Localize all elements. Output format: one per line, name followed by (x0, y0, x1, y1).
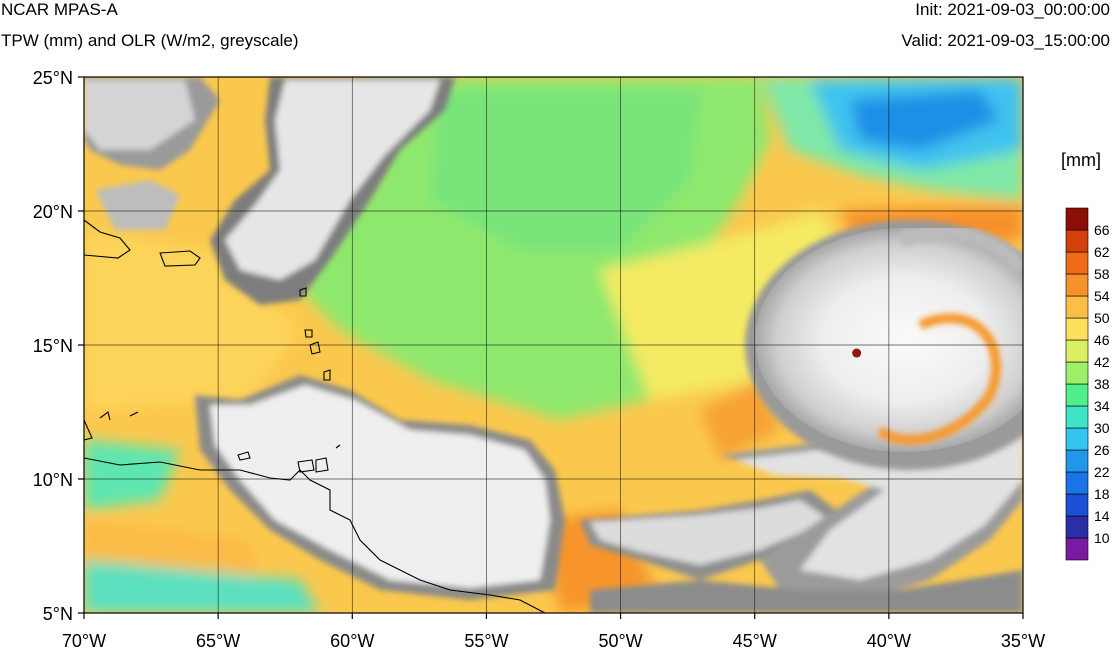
colorbar-swatch (1065, 339, 1089, 363)
colorbar-level-label: 58 (1094, 266, 1110, 282)
colorbar-level-label: 14 (1094, 508, 1110, 524)
model-title: NCAR MPAS-A (1, 0, 118, 19)
tick-label-lat: 10°N (33, 470, 73, 490)
colorbar-swatch (1065, 361, 1089, 385)
colorbar-swatch (1065, 449, 1089, 473)
colorbar-swatch (1065, 295, 1089, 319)
colorbar-level-label: 42 (1094, 354, 1110, 370)
colorbar-swatch (1065, 493, 1089, 517)
tick-label-lon: 55°W (464, 631, 508, 651)
colorbar-swatch (1065, 537, 1089, 561)
hurricane-eye-marker (852, 348, 862, 358)
colorbar-level-label: 34 (1094, 398, 1110, 414)
axis-ticks: 70°W 65°W 60°W 55°W 50°W 45°W 40°W 35°W 25°N 20°N… (33, 68, 1045, 651)
colorbar-swatch (1065, 273, 1089, 297)
colorbar-level-label: 66 (1094, 222, 1110, 238)
colorbar-swatch (1065, 405, 1089, 429)
colorbar-units: [mm] (1061, 150, 1101, 170)
colorbar-level-label: 18 (1094, 486, 1110, 502)
colorbar-level-label: 46 (1094, 332, 1110, 348)
colorbar-level-label: 38 (1094, 376, 1110, 392)
colorbar-swatch (1065, 251, 1089, 275)
tick-label-lat: 25°N (33, 68, 73, 88)
tick-label-lon: 35°W (1001, 631, 1045, 651)
colorbar-swatch (1065, 427, 1089, 451)
tick-label-lat: 15°N (33, 336, 73, 356)
tick-label-lon: 50°W (598, 631, 642, 651)
tick-label-lat: 5°N (43, 604, 73, 624)
init-time: Init: 2021-09-03_00:00:00 (915, 0, 1110, 19)
colorbar-swatch (1065, 515, 1089, 539)
tpw-olr-field (84, 77, 1023, 613)
colorbar-swatch (1065, 207, 1089, 231)
field-subtitle: TPW (mm) and OLR (W/m2, greyscale) (1, 31, 299, 50)
colorbar: 10 14 18 22 26 30 34 38 42 46 50 54 58 62 66 (1065, 207, 1110, 561)
colorbar-swatch (1065, 471, 1089, 495)
coastlines (84, 219, 546, 613)
colorbar-swatch (1065, 383, 1089, 407)
colorbar-level-label: 50 (1094, 310, 1110, 326)
colorbar-level-label: 30 (1094, 420, 1110, 436)
colorbar-level-label: 62 (1094, 244, 1110, 260)
colorbar-level-label: 10 (1094, 530, 1110, 546)
tick-label-lon: 40°W (867, 631, 911, 651)
tick-label-lon: 65°W (196, 631, 240, 651)
colorbar-swatch (1065, 317, 1089, 341)
tick-label-lon: 45°W (733, 631, 777, 651)
colorbar-level-label: 22 (1094, 464, 1110, 480)
tick-label-lat: 20°N (33, 202, 73, 222)
tick-label-lon: 60°W (330, 631, 374, 651)
tick-label-lon: 70°W (62, 631, 106, 651)
colorbar-swatch (1065, 229, 1089, 253)
valid-time: Valid: 2021-09-03_15:00:00 (901, 31, 1110, 50)
colorbar-level-label: 26 (1094, 442, 1110, 458)
colorbar-level-label: 54 (1094, 288, 1110, 304)
